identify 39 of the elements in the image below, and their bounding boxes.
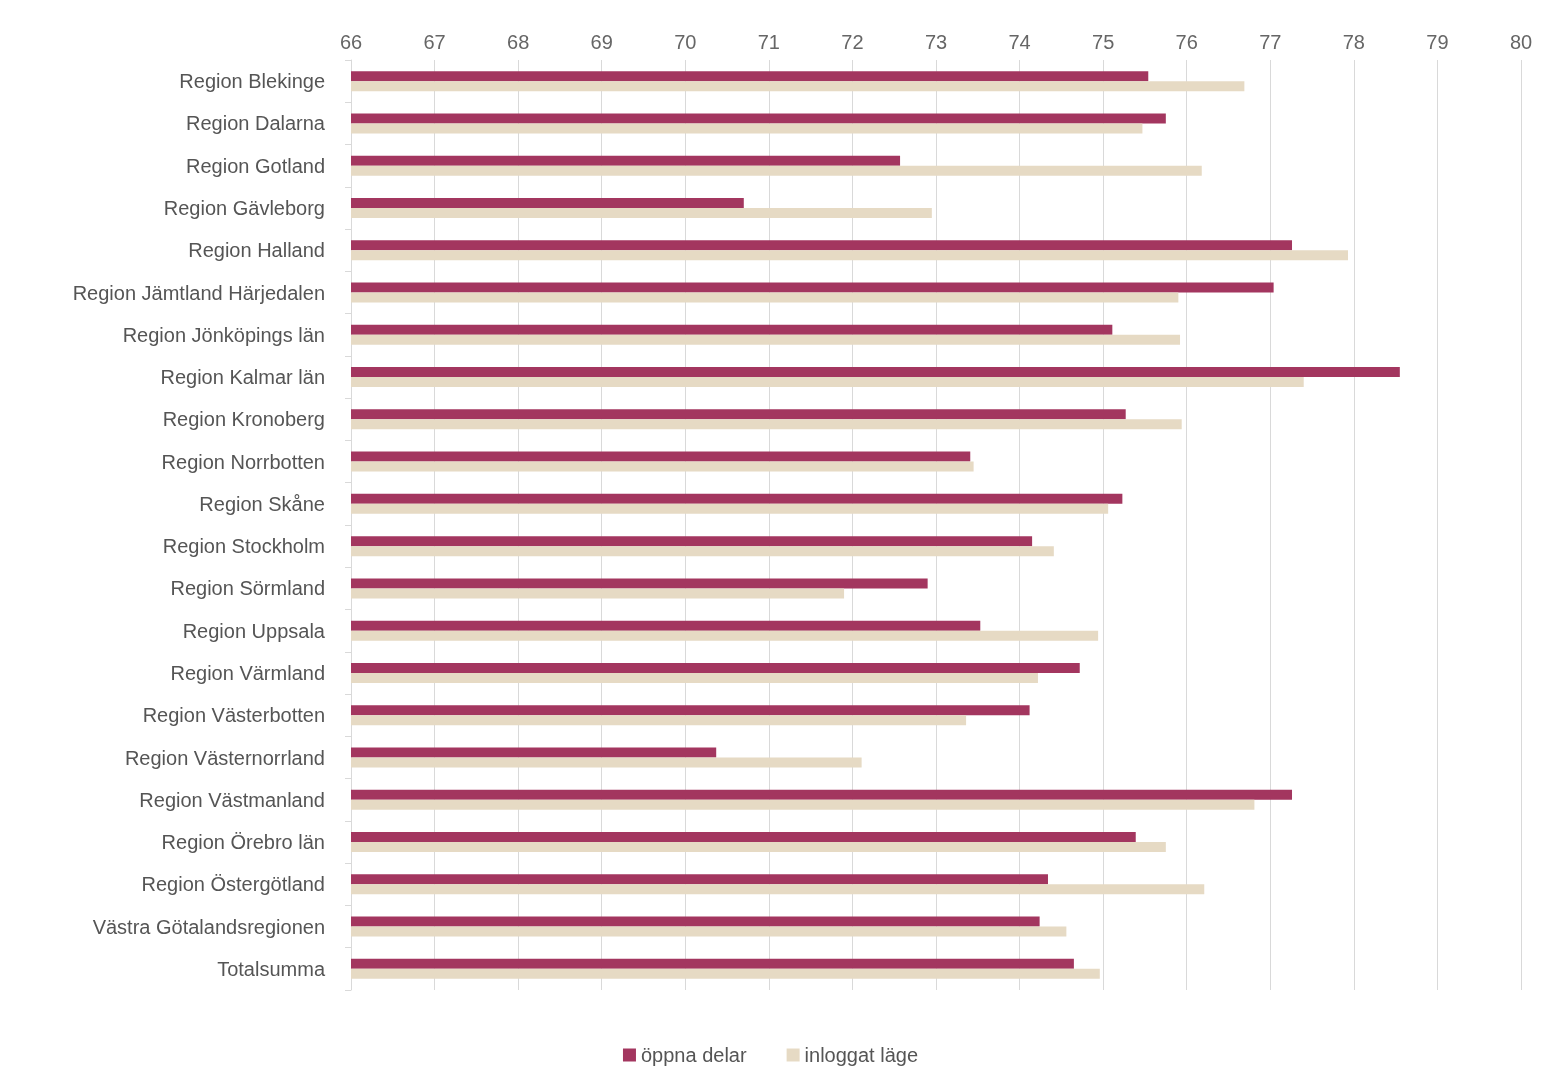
y-tick-label: Region Värmland (170, 661, 325, 684)
y-tick-label: Totalsumma (217, 957, 326, 980)
y-tick-label: Region Sörmland (170, 577, 325, 600)
x-tick-label: 80 (1509, 31, 1533, 53)
legend-label: inloggat läge (804, 1044, 919, 1066)
y-tick-label: Region Uppsala (182, 619, 326, 642)
legend-label: öppna delar (640, 1044, 747, 1066)
y-tick-label: Region Västmanland (139, 788, 325, 811)
x-tick-label: 68 (507, 31, 530, 53)
y-tick-label: Region Jönköpings län (122, 323, 325, 346)
x-tick-label: 66 (339, 31, 363, 53)
y-tick-label: Region Östergötland (141, 873, 325, 896)
y-tick-label: Region Stockholm (162, 535, 325, 558)
x-tick-label: 71 (757, 31, 780, 53)
x-tick-label: 72 (841, 31, 864, 53)
y-tick-label: Region Skåne (199, 492, 325, 515)
x-tick-label: 70 (674, 31, 697, 53)
y-tick-label: Region Jämtland Härjedalen (72, 281, 325, 304)
y-tick-label: Region Kronoberg (162, 408, 325, 431)
y-tick-label: Region Dalarna (186, 112, 326, 135)
y-tick-label: Region Örebro län (161, 831, 325, 854)
x-tick-label: 73 (924, 31, 948, 53)
x-tick-label: 77 (1259, 31, 1282, 53)
x-tick-label: 76 (1175, 31, 1198, 53)
x-tick-label: 78 (1342, 31, 1365, 53)
y-tick-label: Västra Götalandsregionen (92, 915, 325, 938)
x-tick-label: 69 (590, 31, 613, 53)
y-tick-label: Region Gotland (186, 154, 325, 177)
x-tick-label: 75 (1092, 31, 1115, 53)
y-tick-label: Region Gävleborg (163, 196, 325, 219)
y-tick-label: Region Halland (188, 239, 325, 262)
y-tick-label: Region Norrbotten (161, 450, 325, 473)
x-tick-label: 79 (1426, 31, 1449, 53)
x-tick-label: 74 (1008, 31, 1031, 53)
y-tick-label: Region Kalmar län (160, 366, 325, 389)
y-tick-label: Region Västernorrland (124, 746, 325, 769)
y-tick-label: Region Västerbotten (142, 704, 325, 727)
y-tick-label: Region Blekinge (179, 70, 325, 93)
x-tick-label: 67 (423, 31, 446, 53)
